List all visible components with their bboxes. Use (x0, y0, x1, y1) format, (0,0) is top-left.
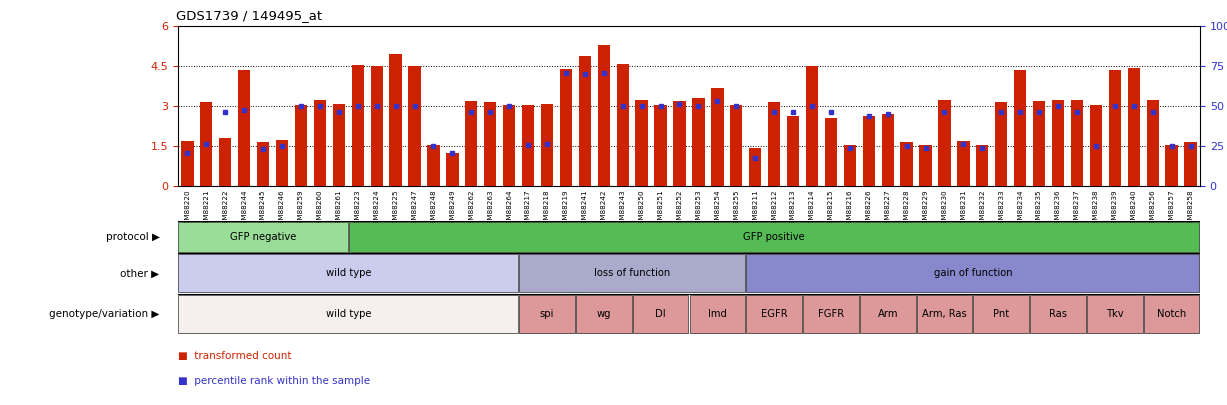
Bar (465, 101, 477, 186)
Bar (977, 145, 989, 186)
Text: wild type: wild type (325, 269, 371, 278)
Text: gain of function: gain of function (934, 269, 1012, 278)
Text: Notch: Notch (1157, 309, 1187, 319)
Bar (427, 145, 439, 186)
Bar (314, 100, 326, 186)
Bar (633, 295, 688, 333)
Text: ■  percentile rank within the sample: ■ percentile rank within the sample (178, 376, 371, 386)
Bar (238, 70, 250, 186)
Bar (485, 102, 497, 186)
Bar (503, 105, 515, 186)
Bar (1144, 295, 1200, 333)
Bar (787, 116, 799, 186)
Bar (1052, 100, 1064, 186)
Text: ■  transformed count: ■ transformed count (178, 352, 292, 361)
Bar (712, 87, 724, 186)
Bar (178, 295, 518, 333)
Text: other ▶: other ▶ (120, 269, 160, 278)
Text: EGFR: EGFR (761, 309, 788, 319)
Bar (692, 98, 704, 186)
Text: protocol ▶: protocol ▶ (106, 232, 160, 242)
Bar (825, 118, 837, 186)
Bar (352, 65, 364, 186)
Bar (333, 104, 345, 186)
Bar (256, 142, 269, 186)
Text: wild type: wild type (325, 309, 371, 319)
Text: wg: wg (596, 309, 611, 319)
Bar (579, 55, 591, 186)
Bar (409, 66, 421, 186)
Bar (447, 153, 459, 186)
Text: GFP positive: GFP positive (744, 232, 805, 242)
Bar (919, 145, 931, 186)
Text: spi: spi (540, 309, 555, 319)
Bar (881, 114, 893, 186)
Text: Tkv: Tkv (1106, 309, 1124, 319)
Bar (1184, 142, 1196, 186)
Bar (746, 295, 802, 333)
Bar (746, 254, 1200, 292)
Bar (560, 69, 572, 186)
Bar (371, 66, 383, 186)
Bar (521, 105, 534, 186)
Bar (1071, 100, 1083, 186)
Text: Pnt: Pnt (993, 309, 1010, 319)
Bar (1146, 100, 1158, 186)
Bar (616, 64, 629, 186)
Bar (294, 105, 307, 186)
Bar (1014, 70, 1026, 186)
Text: Arm, Ras: Arm, Ras (923, 309, 967, 319)
Bar (674, 101, 686, 186)
Bar (939, 100, 951, 186)
Bar (178, 254, 518, 292)
Text: Arm: Arm (877, 309, 898, 319)
Bar (598, 45, 610, 186)
Bar (1166, 145, 1178, 186)
Bar (860, 295, 915, 333)
Bar (995, 102, 1007, 186)
Bar (957, 141, 969, 186)
Bar (1031, 295, 1086, 333)
Bar (178, 222, 347, 252)
Bar (806, 66, 818, 186)
Text: Dl: Dl (655, 309, 666, 319)
Bar (348, 222, 1200, 252)
Bar (1128, 68, 1140, 186)
Text: GFP negative: GFP negative (229, 232, 296, 242)
Bar (917, 295, 972, 333)
Bar (1090, 105, 1102, 186)
Text: Ras: Ras (1049, 309, 1067, 319)
Text: Imd: Imd (708, 309, 726, 319)
Bar (768, 102, 780, 186)
Bar (690, 295, 745, 333)
Bar (654, 105, 666, 186)
Text: GDS1739 / 149495_at: GDS1739 / 149495_at (175, 9, 321, 22)
Bar (519, 254, 745, 292)
Text: loss of function: loss of function (594, 269, 670, 278)
Bar (220, 139, 232, 186)
Bar (730, 105, 742, 186)
Bar (973, 295, 1029, 333)
Bar (844, 145, 856, 186)
Bar (1087, 295, 1142, 333)
Bar (519, 295, 574, 333)
Bar (804, 295, 859, 333)
Bar (863, 116, 875, 186)
Bar (1109, 70, 1121, 186)
Bar (276, 140, 288, 186)
Bar (541, 104, 553, 186)
Text: FGFR: FGFR (818, 309, 844, 319)
Bar (1033, 101, 1045, 186)
Bar (636, 100, 648, 186)
Bar (748, 148, 762, 186)
Bar (901, 142, 913, 186)
Text: genotype/variation ▶: genotype/variation ▶ (49, 309, 160, 319)
Bar (200, 102, 212, 186)
Bar (575, 295, 632, 333)
Bar (182, 141, 194, 186)
Bar (389, 54, 401, 186)
